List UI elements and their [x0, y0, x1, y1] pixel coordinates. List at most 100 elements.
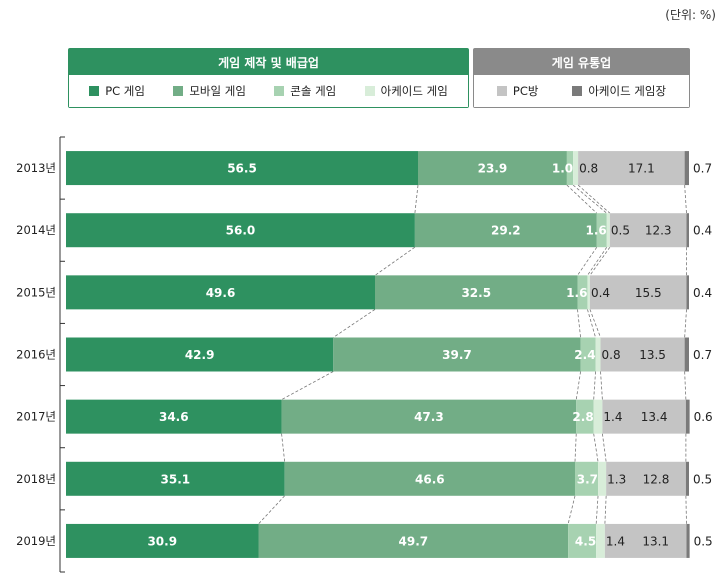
data-label-3-series-0: 42.9 — [185, 348, 215, 362]
data-label-0-series-1: 23.9 — [478, 162, 508, 176]
production-legend-label-3: 아케이드 게임 — [380, 84, 448, 98]
data-label-0-series-5: 0.7 — [693, 162, 712, 176]
connector-4-2 — [574, 433, 577, 462]
data-label-4-series-4: 13.4 — [641, 410, 668, 424]
legend-group-distribution: 게임 유통업 PC방 아케이드 게임장 — [473, 48, 690, 108]
bar-4-series-1 — [281, 399, 577, 434]
connector-1-1 — [374, 246, 416, 276]
bar-3-series-2 — [580, 337, 596, 372]
data-label-2-series-5: 0.4 — [693, 286, 712, 300]
connector-4-1 — [281, 433, 286, 462]
distribution-legend-swatch-0 — [496, 86, 507, 96]
data-label-5-series-3: 1.3 — [607, 472, 626, 486]
category-label-3: 2016년 — [16, 348, 56, 362]
category-label-6: 2019년 — [16, 534, 56, 548]
production-legend-swatch-3 — [364, 86, 375, 96]
bar-0-series-5 — [684, 151, 689, 186]
connector-0-2 — [566, 184, 598, 214]
bar-6-series-1 — [258, 523, 569, 558]
production-legend-swatch-2 — [274, 86, 285, 96]
bar-1-series-5 — [686, 213, 689, 248]
data-label-6-series-0: 30.9 — [147, 534, 177, 548]
connector-0-3 — [572, 184, 608, 214]
data-label-6-series-1: 49.7 — [399, 534, 429, 548]
connector-0-4 — [577, 184, 611, 214]
data-label-0-series-3: 0.8 — [579, 162, 598, 176]
bar-1-series-2 — [596, 213, 607, 248]
production-legend-label-0: PC 게임 — [105, 84, 145, 98]
bar-5-series-5 — [685, 461, 689, 496]
data-label-0-series-0: 56.5 — [227, 162, 257, 176]
connector-0-5 — [684, 185, 687, 214]
data-label-4-series-3: 1.4 — [603, 410, 622, 424]
bar-4-series-3 — [593, 399, 603, 434]
bar-4-series-5 — [685, 399, 690, 434]
data-label-1-series-0: 56.0 — [226, 224, 256, 238]
production-legend-swatch-1 — [173, 86, 184, 96]
bar-4-series-2 — [576, 399, 594, 434]
distribution-legend-label-0: PC방 — [512, 84, 539, 98]
data-label-2-series-3: 0.4 — [591, 286, 610, 300]
connector-5-1 — [258, 495, 285, 525]
bar-5-series-0 — [66, 461, 285, 496]
data-label-2-series-1: 32.5 — [461, 286, 491, 300]
data-label-5-series-2: 3.7 — [577, 472, 598, 486]
connector-3-3 — [593, 371, 596, 400]
bar-3-series-5 — [684, 337, 689, 372]
legend-group-production: 게임 제작 및 배급업 PC 게임 모바일 게임 콘솔 게임 아케이드 게임 — [68, 48, 469, 108]
data-label-5-series-1: 46.6 — [415, 472, 445, 486]
bar-2-series-5 — [686, 275, 689, 310]
category-label-2: 2015년 — [16, 285, 56, 299]
data-label-1-series-4: 12.3 — [645, 224, 672, 238]
connector-5-3 — [595, 495, 599, 524]
data-label-1-series-1: 29.2 — [491, 224, 521, 238]
bar-6-series-3 — [596, 523, 605, 558]
bar-0-series-2 — [566, 151, 574, 186]
bar-5-series-1 — [284, 461, 575, 496]
bar-3-series-1 — [333, 337, 581, 372]
data-label-3-series-5: 0.7 — [693, 348, 712, 362]
category-label-5: 2018년 — [16, 472, 56, 486]
data-label-1-series-3: 0.5 — [611, 224, 630, 238]
production-legend-swatch-0 — [89, 86, 100, 96]
distribution-legend-swatch-1 — [572, 86, 583, 96]
bar-5-series-4 — [606, 461, 686, 496]
bar-1-series-3 — [606, 213, 610, 248]
data-label-3-series-4: 13.5 — [639, 348, 666, 362]
connector-5-2 — [567, 495, 576, 525]
data-label-2-series-2: 1.6 — [566, 286, 587, 300]
connector-3-2 — [575, 371, 581, 400]
production-legend-label-1: 모바일 게임 — [189, 84, 246, 98]
data-label-5-series-0: 35.1 — [161, 472, 191, 486]
bar-2-series-0 — [66, 275, 376, 310]
data-label-2-series-0: 49.6 — [206, 286, 236, 300]
bar-6-series-5 — [686, 523, 690, 558]
data-label-6-series-5: 0.5 — [694, 534, 713, 548]
data-label-0-series-4: 17.1 — [628, 162, 655, 176]
bar-5-series-3 — [598, 461, 607, 496]
data-label-0-series-2: 1.0 — [552, 162, 573, 176]
distribution-legend-item-0: PC방 — [496, 83, 539, 99]
connector-1-2 — [577, 246, 598, 276]
data-label-1-series-2: 1.6 — [585, 224, 606, 238]
unit-label: (단위: %) — [665, 8, 716, 22]
production-legend-item-1: 모바일 게임 — [173, 83, 246, 99]
data-label-6-series-4: 13.1 — [642, 534, 669, 548]
bar-4-series-4 — [602, 399, 686, 434]
bar-6-series-2 — [568, 523, 597, 558]
category-label-1: 2014년 — [16, 223, 56, 237]
connector-5-4 — [604, 495, 607, 524]
bar-2-series-4 — [589, 275, 687, 310]
connector-3-5 — [684, 371, 687, 400]
data-label-6-series-3: 1.4 — [606, 534, 625, 548]
bar-1-series-4 — [609, 213, 687, 248]
production-legend-item-2: 콘솔 게임 — [274, 83, 336, 99]
bar-1-series-1 — [414, 213, 597, 248]
bar-6-series-4 — [604, 523, 687, 558]
category-label-4: 2017년 — [16, 410, 56, 424]
category-label-0: 2013년 — [16, 161, 56, 175]
data-label-4-series-5: 0.6 — [694, 410, 713, 424]
connector-2-3 — [587, 309, 596, 338]
bar-3-series-4 — [600, 337, 685, 372]
connector-5-5 — [685, 495, 687, 524]
